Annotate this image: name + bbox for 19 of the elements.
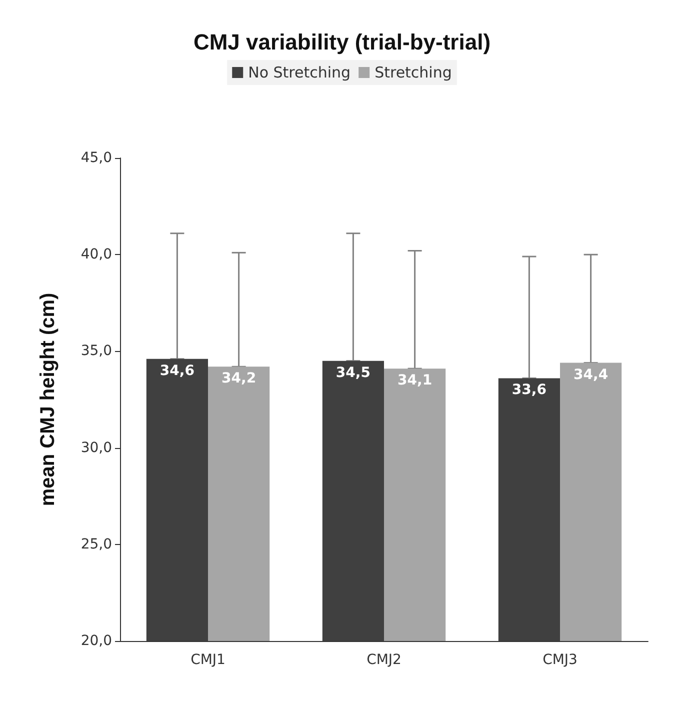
- y-tick-label: 25,0: [80, 536, 112, 552]
- x-tick-label: CMJ2: [366, 652, 402, 668]
- data-label: 34,5: [336, 364, 370, 381]
- y-tick-label: 40,0: [80, 246, 112, 263]
- y-tick-label: 35,0: [80, 343, 112, 360]
- y-tick-label: 45,0: [80, 150, 112, 166]
- legend-label: Stretching: [374, 64, 452, 82]
- x-tick-label: CMJ3: [542, 652, 578, 668]
- data-label: 34,1: [398, 372, 432, 389]
- y-axis-title: mean CMJ height (cm): [37, 292, 59, 506]
- data-label: 34,2: [222, 370, 256, 387]
- y-tick-label: 20,0: [80, 633, 112, 649]
- data-label: 33,6: [512, 382, 546, 398]
- data-label: 34,4: [574, 366, 608, 383]
- y-tick-label: 30,0: [80, 440, 112, 456]
- legend-label: No Stretching: [248, 64, 351, 82]
- data-label: 34,6: [160, 362, 194, 379]
- chart-title: CMJ variability (trial-by-trial): [193, 30, 491, 54]
- x-tick-label: CMJ1: [190, 652, 226, 668]
